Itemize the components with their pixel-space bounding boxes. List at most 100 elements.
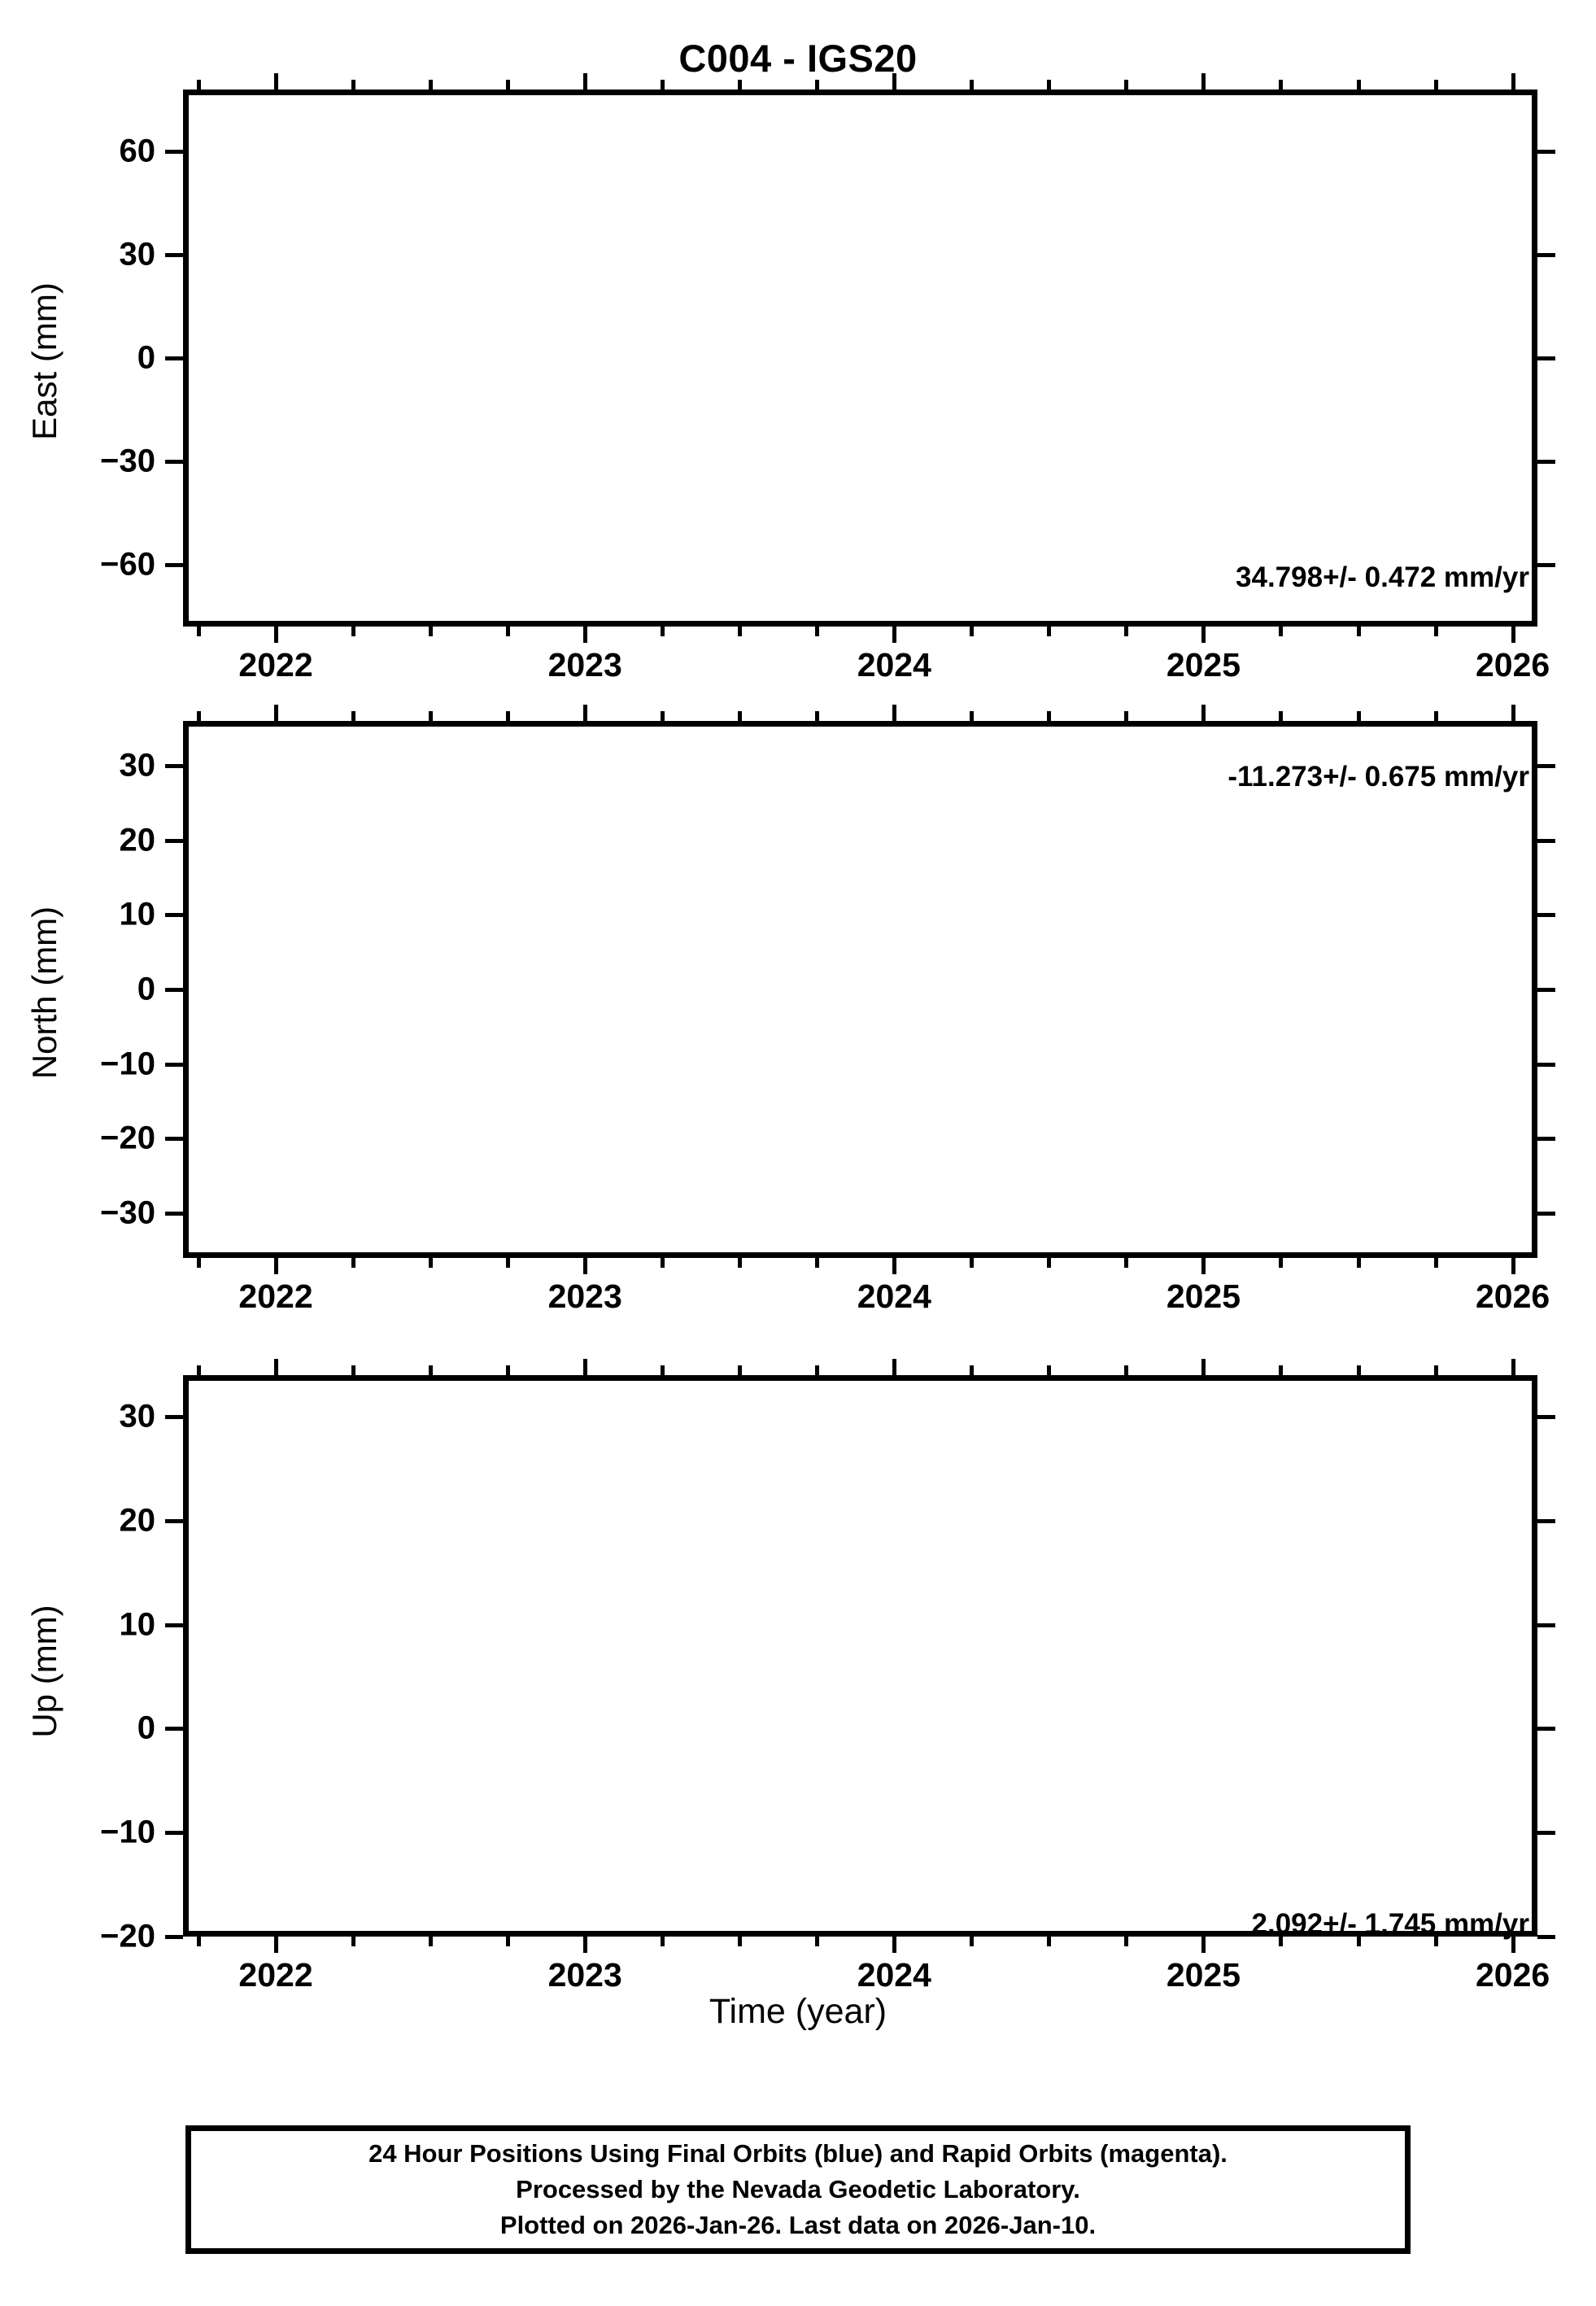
- north-ytick-mark-left: [165, 1062, 183, 1067]
- east-xtick-minor-top: [429, 80, 434, 90]
- north-xtick-minor-top: [661, 711, 665, 721]
- north-xtick-mark-top: [274, 705, 279, 721]
- north-xtick-mark-bottom: [1201, 1258, 1206, 1274]
- north-xtick-minor-top: [1279, 711, 1284, 721]
- panel-east: [183, 90, 1537, 627]
- north-xtick-minor-bottom: [1433, 1258, 1438, 1268]
- up-xtick-minor-top: [1279, 1365, 1284, 1375]
- north-ytick-label: 30: [119, 747, 156, 784]
- up-ytick-mark-right: [1537, 1727, 1555, 1732]
- north-xtick-minor-bottom: [506, 1258, 511, 1268]
- up-ytick-mark-right: [1537, 1415, 1555, 1420]
- north-ytick-label: −30: [100, 1194, 155, 1231]
- up-xtick-minor-top: [351, 1365, 356, 1375]
- east-xtick-mark-bottom: [274, 627, 279, 643]
- east-ytick-label: −60: [100, 546, 155, 583]
- north-xtick-mark-top: [1201, 705, 1206, 721]
- east-xtick-minor-bottom: [506, 627, 511, 636]
- north-axes-frame: [183, 721, 1537, 1258]
- east-xtick-minor-top: [1356, 80, 1361, 90]
- up-ytick-mark-left: [165, 1935, 183, 1939]
- north-xtick-minor-bottom: [661, 1258, 665, 1268]
- north-xtick-minor-bottom: [1279, 1258, 1284, 1268]
- up-xtick-mark-bottom: [274, 1937, 279, 1953]
- north-xtick-minor-top: [1356, 711, 1361, 721]
- east-xtick-mark-top: [1201, 73, 1206, 90]
- north-ytick-mark-right: [1537, 913, 1555, 918]
- up-xtick-minor-top: [1356, 1365, 1361, 1375]
- up-xtick-minor-top: [197, 1365, 201, 1375]
- north-xtick-minor-top: [1433, 711, 1438, 721]
- up-xtick-mark-bottom: [892, 1937, 897, 1953]
- east-xtick-minor-bottom: [351, 627, 356, 636]
- up-xtick-label: 2023: [547, 1956, 622, 1994]
- up-xtick-minor-bottom: [1433, 1937, 1438, 1946]
- up-xtick-minor-bottom: [738, 1937, 743, 1946]
- up-ytick-label: 30: [119, 1398, 156, 1435]
- north-xtick-minor-bottom: [970, 1258, 975, 1268]
- north-xtick-minor-bottom: [351, 1258, 356, 1268]
- up-ytick-mark-left: [165, 1518, 183, 1523]
- north-axis-title: North (mm): [25, 906, 63, 1080]
- east-ytick-mark-left: [165, 562, 183, 567]
- up-xtick-mark-top: [1511, 1359, 1515, 1375]
- north-ytick-mark-right: [1537, 988, 1555, 992]
- up-xtick-mark-bottom: [583, 1937, 588, 1953]
- east-xtick-mark-top: [583, 73, 588, 90]
- north-xtick-minor-bottom: [738, 1258, 743, 1268]
- east-ytick-mark-right: [1537, 253, 1555, 258]
- up-ytick-mark-left: [165, 1622, 183, 1627]
- up-ytick-label: −20: [100, 1918, 155, 1954]
- east-xtick-minor-top: [1047, 80, 1052, 90]
- north-xtick-minor-top: [1047, 711, 1052, 721]
- north-xtick-minor-top: [1124, 711, 1129, 721]
- east-xtick-minor-top: [351, 80, 356, 90]
- page-title: C004 - IGS20: [678, 37, 918, 80]
- east-xtick-minor-bottom: [1356, 627, 1361, 636]
- east-xtick-minor-bottom: [1047, 627, 1052, 636]
- east-xtick-minor-bottom: [197, 627, 201, 636]
- up-ytick-label: 10: [119, 1606, 156, 1643]
- up-xtick-label: 2024: [857, 1956, 931, 1994]
- up-xtick-minor-bottom: [351, 1937, 356, 1946]
- east-xtick-minor-bottom: [970, 627, 975, 636]
- north-xtick-minor-top: [506, 711, 511, 721]
- north-rate-label: -11.273+/- 0.675 mm/yr: [1228, 761, 1529, 793]
- up-xtick-minor-top: [815, 1365, 820, 1375]
- north-xtick-minor-top: [197, 711, 201, 721]
- north-ytick-label: 10: [119, 896, 156, 932]
- up-ytick-mark-right: [1537, 1622, 1555, 1627]
- east-xtick-label: 2024: [857, 646, 931, 684]
- east-ytick-mark-right: [1537, 562, 1555, 567]
- north-xtick-minor-bottom: [815, 1258, 820, 1268]
- up-xtick-minor-bottom: [815, 1937, 820, 1946]
- east-ytick-label: 60: [119, 133, 156, 169]
- north-ytick-mark-left: [165, 764, 183, 768]
- north-xtick-label: 2023: [547, 1277, 622, 1315]
- north-xtick-minor-bottom: [1356, 1258, 1361, 1268]
- up-xtick-minor-bottom: [1356, 1937, 1361, 1946]
- north-ytick-mark-left: [165, 1137, 183, 1142]
- north-ytick-mark-right: [1537, 838, 1555, 843]
- east-xtick-minor-bottom: [738, 627, 743, 636]
- up-ytick-mark-left: [165, 1727, 183, 1732]
- up-xtick-label: 2026: [1475, 1956, 1550, 1994]
- north-xtick-minor-bottom: [429, 1258, 434, 1268]
- up-xtick-minor-top: [970, 1365, 975, 1375]
- up-xtick-minor-top: [506, 1365, 511, 1375]
- east-axis-title: East (mm): [25, 282, 63, 440]
- up-xtick-minor-top: [738, 1365, 743, 1375]
- north-ytick-mark-left: [165, 988, 183, 992]
- north-xtick-mark-top: [583, 705, 588, 721]
- north-xtick-mark-bottom: [274, 1258, 279, 1274]
- up-xtick-mark-bottom: [1511, 1937, 1515, 1953]
- up-axes-frame: [183, 1375, 1537, 1937]
- north-xtick-mark-top: [1511, 705, 1515, 721]
- up-ytick-label: 0: [137, 1710, 155, 1746]
- caption-line-3: Plotted on 2026-Jan-26. Last data on 202…: [499, 2211, 1097, 2239]
- panel-up: [183, 1375, 1537, 1937]
- north-xtick-label: 2022: [238, 1277, 313, 1315]
- east-xtick-mark-top: [274, 73, 279, 90]
- east-xtick-mark-bottom: [583, 627, 588, 643]
- east-xtick-minor-bottom: [1279, 627, 1284, 636]
